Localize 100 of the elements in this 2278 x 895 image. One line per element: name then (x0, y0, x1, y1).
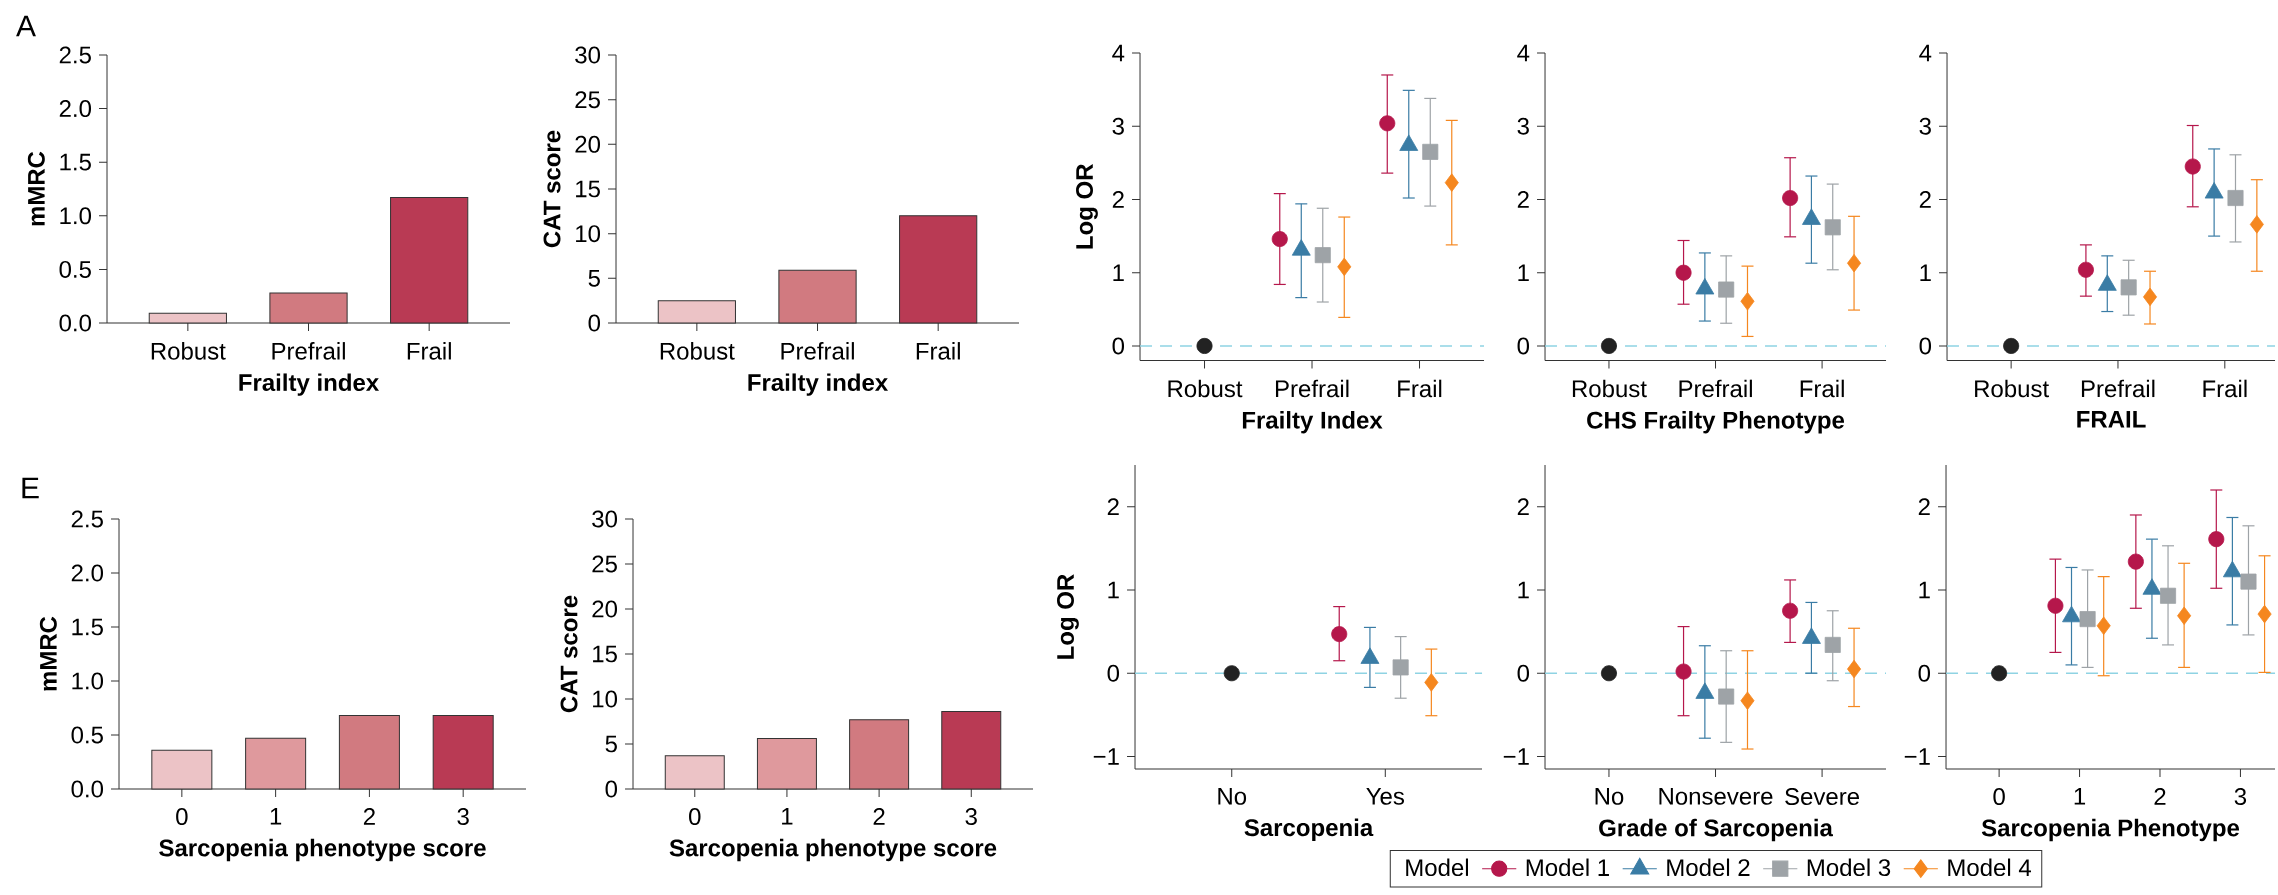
y-tick-label: 0 (588, 314, 601, 332)
y-tick-label: 2 (1112, 191, 1124, 208)
y-tick-label: 0.0 (59, 314, 92, 332)
y-tick-label: 1.0 (72, 672, 104, 690)
text: A (16, 15, 36, 37)
x-tick-label: 2 (2154, 788, 2166, 805)
y-axis-title: mMRC (27, 151, 45, 226)
x-tick-label: Robust (660, 342, 735, 360)
y-tick-label: 15 (593, 645, 617, 663)
x-tick-label: Prefrail (2081, 379, 2155, 398)
y-axis-title: CAT score (560, 595, 578, 713)
y-tick-label: 3 (1919, 117, 1931, 135)
x-tick-label: 3 (965, 808, 977, 826)
legend-title: Model (1406, 858, 1469, 877)
x-tick-label: Severe (1785, 788, 1860, 806)
x-tick-label: Yes (1366, 788, 1405, 805)
y-tick-label: 0 (1517, 664, 1530, 682)
y-tick-label: 1.5 (60, 153, 91, 171)
x-tick-label: No (1595, 788, 1624, 805)
y-tick-label: 4 (1517, 44, 1530, 62)
y-tick-label: 0.5 (59, 260, 91, 278)
x-tick-label: 1 (270, 808, 282, 825)
text: E (22, 477, 39, 499)
x-axis-title: Frailty index (748, 373, 889, 396)
y-tick-label: 1 (1518, 264, 1529, 281)
y-tick-label: 2 (1919, 191, 1931, 208)
y-tick-label: 1 (1113, 264, 1124, 281)
y-tick-label: 0.5 (71, 726, 103, 744)
y-tick-label: 1 (1920, 264, 1931, 281)
y-axis-title: CAT score (543, 130, 561, 248)
x-axis-title: Sarcopenia phenotype score (159, 838, 486, 862)
y-tick-label: 25 (575, 91, 600, 109)
y-tick-label: 0 (1107, 664, 1120, 682)
x-tick-label: 1 (2074, 788, 2086, 805)
legend-label: Model 4 (1948, 858, 2031, 877)
x-tick-label: Robust (1975, 379, 2049, 398)
y-tick-label: 2 (1107, 498, 1119, 516)
x-tick-label: Prefrail (1679, 379, 1752, 398)
x-tick-label: Prefrail (781, 342, 854, 360)
x-tick-label: Frail (916, 342, 960, 360)
y-axis-title: mMRC (39, 616, 57, 691)
y-tick-label: 3 (1112, 117, 1124, 135)
y-tick-label: −1 (1503, 748, 1529, 765)
x-axis-title: Sarcopenia Phenotype (1981, 818, 2240, 842)
x-tick-label: 0 (689, 808, 701, 826)
x-axis-title: FRAIL (2077, 411, 2146, 428)
x-tick-label: 2 (873, 808, 885, 825)
y-tick-label: 5 (605, 735, 617, 753)
x-tick-label: 2 (363, 808, 375, 825)
x-tick-label: 3 (2234, 788, 2247, 806)
y-tick-label: 4 (1919, 44, 1932, 62)
legend-label: Model 1 (1526, 858, 1609, 877)
x-tick-label: Frail (407, 342, 451, 360)
x-axis-title: CHS Frailty Phenotype (1587, 411, 1845, 434)
x-tick-label: No (1218, 788, 1247, 805)
x-tick-label: Frail (2203, 379, 2247, 398)
x-tick-label: Prefrail (272, 342, 345, 360)
x-tick-label: Frail (1800, 379, 1844, 398)
y-tick-label: 2.0 (71, 564, 104, 582)
y-tick-label: 2 (1517, 498, 1529, 516)
y-tick-label: 25 (592, 555, 617, 573)
x-axis-title: Grade of Sarcopenia (1599, 818, 1834, 842)
y-tick-label: 10 (593, 690, 618, 708)
y-tick-label: 2.5 (71, 510, 103, 528)
y-axis-title: Log OR (1076, 163, 1098, 249)
legend-label: Model 2 (1667, 858, 1750, 877)
x-tick-label: Prefrail (1275, 379, 1349, 398)
y-tick-label: 4 (1112, 44, 1125, 62)
y-tick-label: −1 (1093, 748, 1119, 765)
y-tick-label: 15 (576, 180, 600, 198)
y-tick-label: 2 (1918, 498, 1930, 516)
y-tick-label: 1 (1108, 581, 1119, 599)
x-tick-label: 0 (176, 808, 188, 826)
x-tick-label: Robust (1168, 379, 1243, 398)
y-tick-label: 20 (575, 135, 601, 153)
x-tick-label: 0 (1993, 788, 2005, 806)
y-tick-label: 1.0 (60, 207, 92, 225)
y-tick-label: 1 (1518, 581, 1529, 599)
y-axis-title: Log OR (1057, 574, 1079, 659)
y-tick-label: 30 (575, 46, 601, 64)
y-tick-label: 3 (1517, 117, 1529, 135)
y-tick-label: 1.5 (72, 618, 103, 636)
y-tick-label: 2 (1517, 191, 1529, 208)
x-tick-label: Frail (1398, 379, 1442, 398)
y-tick-label: 30 (592, 510, 618, 528)
x-axis-title: Sarcopenia phenotype score (669, 838, 997, 862)
y-tick-label: 5 (588, 269, 600, 287)
x-tick-label: Nonsevere (1659, 788, 1773, 805)
legend-label: Model 3 (1807, 858, 1891, 877)
y-tick-label: 0 (1918, 664, 1931, 682)
x-tick-label: 1 (782, 808, 793, 825)
y-tick-label: 1 (1919, 581, 1930, 599)
y-tick-label: −1 (1904, 748, 1930, 765)
x-tick-label: Robust (151, 342, 226, 360)
y-tick-label: 20 (592, 600, 618, 618)
y-tick-label: 2.0 (59, 100, 92, 118)
y-tick-label: 10 (576, 225, 601, 243)
x-axis-title: Sarcopenia (1244, 818, 1374, 841)
x-axis-title: Frailty index (239, 373, 380, 396)
y-tick-label: 0.0 (71, 780, 104, 798)
